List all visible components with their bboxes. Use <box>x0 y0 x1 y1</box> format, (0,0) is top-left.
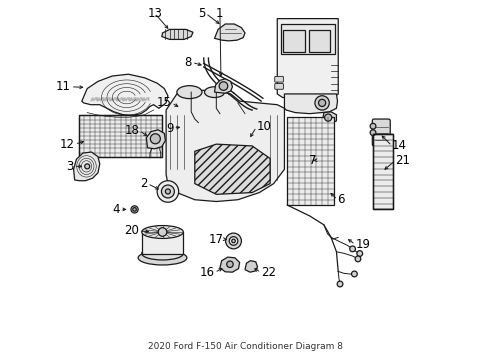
Polygon shape <box>285 94 338 114</box>
Circle shape <box>229 237 238 245</box>
Text: 3: 3 <box>66 160 74 173</box>
Polygon shape <box>162 30 193 40</box>
Text: 4: 4 <box>113 203 120 216</box>
Polygon shape <box>117 98 123 101</box>
Text: 20: 20 <box>124 224 139 238</box>
Circle shape <box>370 123 376 129</box>
Polygon shape <box>215 79 232 93</box>
Polygon shape <box>243 138 256 145</box>
Circle shape <box>350 246 355 252</box>
Circle shape <box>150 134 160 144</box>
Circle shape <box>337 281 343 287</box>
Circle shape <box>370 130 376 135</box>
Bar <box>79 116 162 157</box>
Polygon shape <box>129 98 136 101</box>
Bar <box>283 30 305 51</box>
Text: 2020 Ford F-150 Air Conditioner Diagram 8: 2020 Ford F-150 Air Conditioner Diagram … <box>147 342 343 351</box>
Text: 16: 16 <box>199 266 215 279</box>
Circle shape <box>166 189 171 194</box>
Circle shape <box>318 99 326 107</box>
Text: 15: 15 <box>157 96 172 109</box>
Polygon shape <box>110 98 117 101</box>
Ellipse shape <box>177 86 202 99</box>
Circle shape <box>355 256 361 262</box>
Circle shape <box>219 82 228 90</box>
Polygon shape <box>91 98 97 101</box>
Text: 6: 6 <box>338 193 345 206</box>
Polygon shape <box>74 152 100 181</box>
Circle shape <box>232 239 235 243</box>
Polygon shape <box>166 90 285 202</box>
Text: 22: 22 <box>261 266 276 279</box>
FancyBboxPatch shape <box>275 76 283 82</box>
Circle shape <box>131 206 138 213</box>
Polygon shape <box>143 98 149 101</box>
Bar <box>373 134 393 210</box>
Text: 21: 21 <box>395 154 411 167</box>
Ellipse shape <box>204 87 224 98</box>
Polygon shape <box>184 123 196 131</box>
Bar <box>309 30 330 51</box>
Polygon shape <box>136 98 143 101</box>
Polygon shape <box>147 130 166 149</box>
Text: 5: 5 <box>198 7 205 20</box>
Circle shape <box>227 261 233 267</box>
Ellipse shape <box>142 247 183 260</box>
FancyBboxPatch shape <box>275 84 283 89</box>
Bar <box>281 24 335 54</box>
Bar <box>142 232 183 253</box>
Polygon shape <box>175 108 190 114</box>
Bar <box>79 116 162 157</box>
Bar <box>373 134 393 210</box>
Bar <box>287 117 334 205</box>
Text: 9: 9 <box>166 122 173 135</box>
Circle shape <box>324 114 332 121</box>
Text: 8: 8 <box>185 56 192 69</box>
Text: 14: 14 <box>392 139 407 152</box>
Circle shape <box>315 96 329 110</box>
Ellipse shape <box>138 251 187 265</box>
Polygon shape <box>256 138 269 145</box>
Polygon shape <box>104 98 110 101</box>
Circle shape <box>158 228 167 236</box>
Circle shape <box>357 251 363 256</box>
Polygon shape <box>97 98 104 101</box>
Polygon shape <box>322 112 337 123</box>
Ellipse shape <box>142 226 183 238</box>
Polygon shape <box>82 74 168 116</box>
Text: 10: 10 <box>256 121 271 134</box>
Text: 19: 19 <box>355 238 370 251</box>
Text: 12: 12 <box>60 138 74 150</box>
Text: 7: 7 <box>309 154 317 167</box>
Text: 11: 11 <box>56 80 71 93</box>
Polygon shape <box>277 19 338 98</box>
Text: 18: 18 <box>124 124 139 137</box>
Circle shape <box>225 233 242 249</box>
Circle shape <box>157 181 179 202</box>
Text: 13: 13 <box>147 7 162 20</box>
Text: 2: 2 <box>140 177 147 190</box>
Polygon shape <box>123 98 129 101</box>
FancyBboxPatch shape <box>372 119 390 146</box>
Text: 1: 1 <box>216 7 223 20</box>
Circle shape <box>161 185 174 198</box>
Polygon shape <box>195 144 270 194</box>
Polygon shape <box>220 257 240 272</box>
Polygon shape <box>245 261 258 272</box>
Circle shape <box>133 208 136 211</box>
Circle shape <box>85 164 90 169</box>
Text: 17: 17 <box>208 233 223 246</box>
Circle shape <box>351 271 357 277</box>
Polygon shape <box>215 24 245 41</box>
